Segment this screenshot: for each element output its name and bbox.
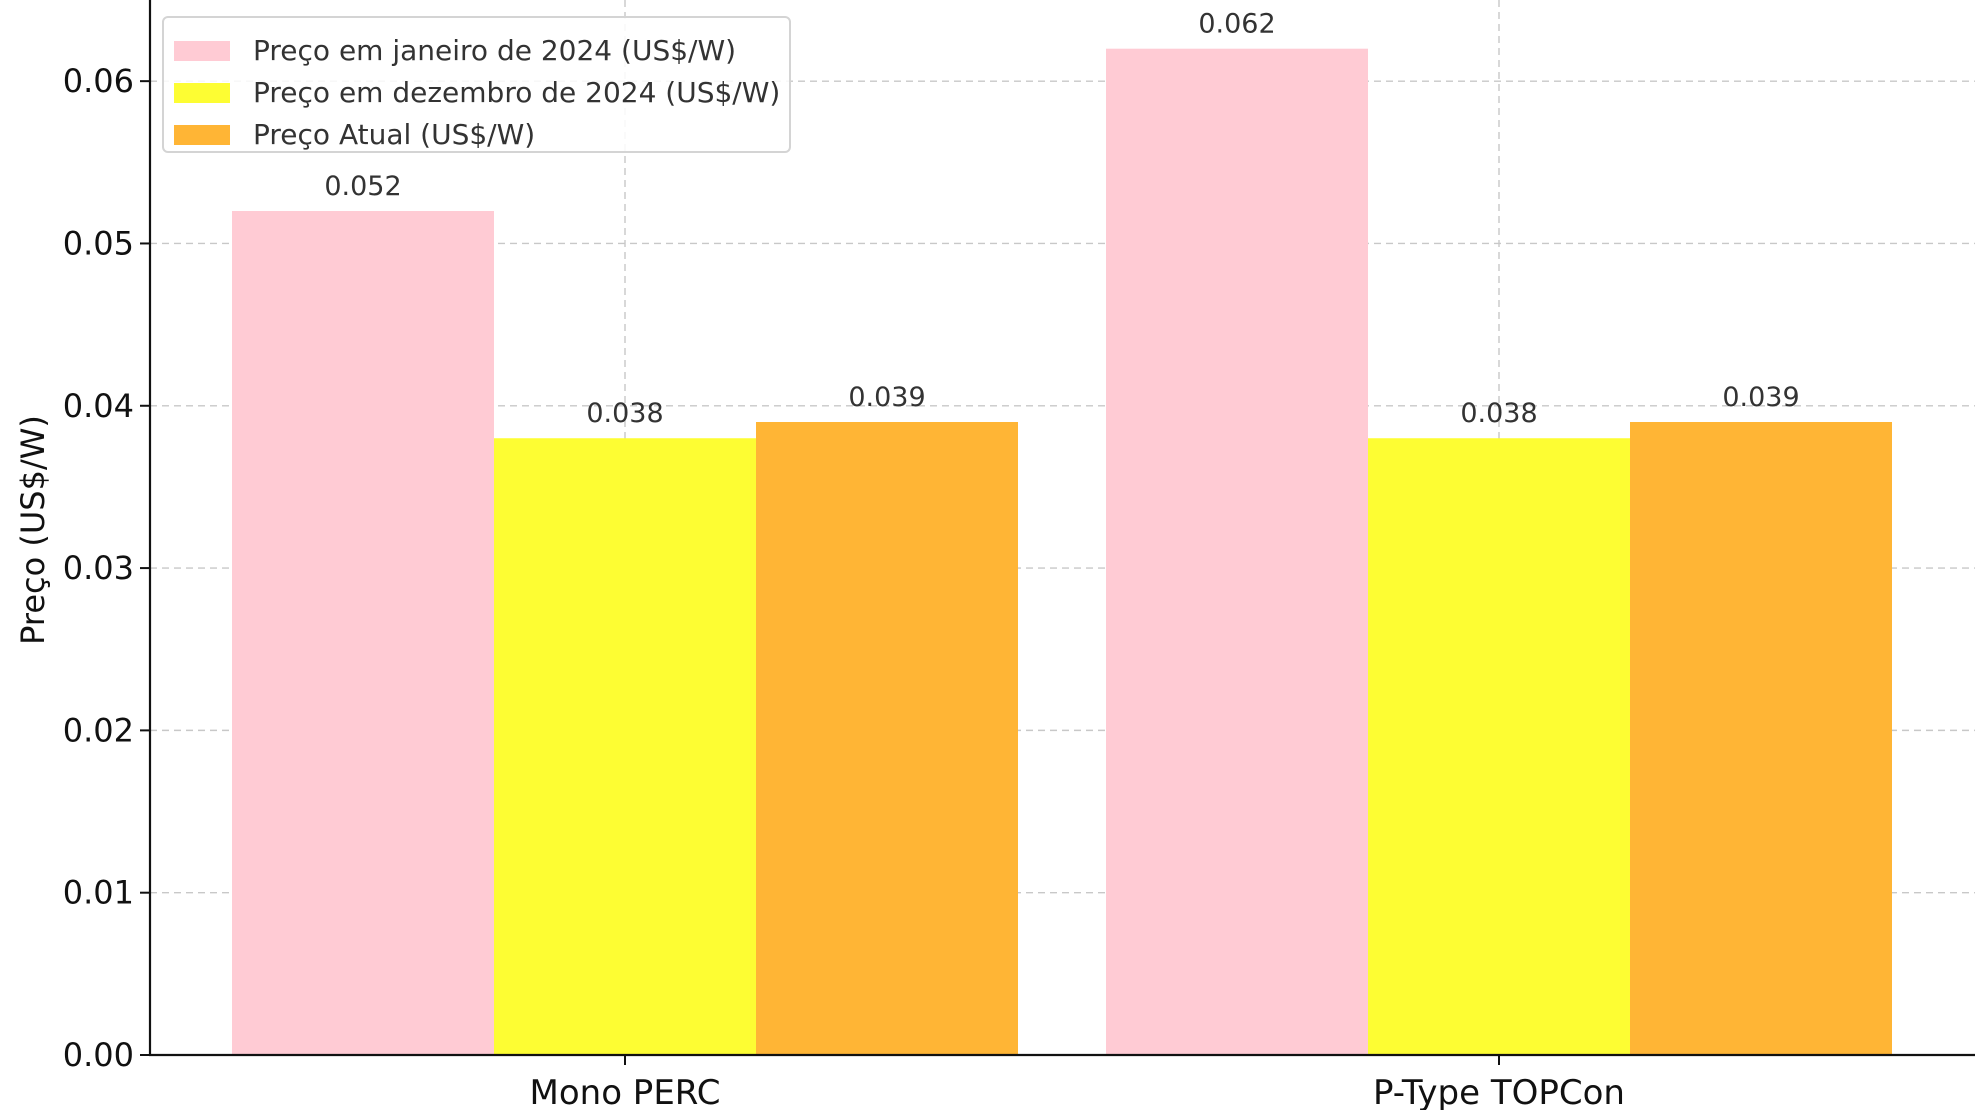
legend-entry-label: Preço em dezembro de 2024 (US$/W) xyxy=(253,76,780,109)
legend-entry-label: Preço Atual (US$/W) xyxy=(253,118,535,151)
y-tick-label: 0.05 xyxy=(63,224,134,262)
bar xyxy=(232,211,494,1055)
bar-value-label: 0.038 xyxy=(586,398,663,429)
bar xyxy=(1630,422,1892,1055)
bars-layer xyxy=(232,48,1892,1055)
bar xyxy=(1106,48,1368,1055)
legend-entry-label: Preço em janeiro de 2024 (US$/W) xyxy=(253,34,736,67)
legend-swatch xyxy=(174,83,230,103)
category-label: P-Type TOPCon xyxy=(1373,1073,1625,1110)
bar-value-label: 0.039 xyxy=(848,382,925,413)
data-labels-layer: 0.052 0.038 0.039 0.062 0.038 0.039 xyxy=(324,9,1799,430)
bar-value-label: 0.039 xyxy=(1722,382,1799,413)
y-tick-label: 0.00 xyxy=(63,1036,134,1074)
legend-box xyxy=(162,16,791,153)
bar xyxy=(494,438,756,1055)
bar xyxy=(756,422,1018,1055)
y-tick-label: 0.06 xyxy=(63,62,134,100)
bar xyxy=(1368,438,1630,1055)
y-tick-label: 0.03 xyxy=(63,549,134,587)
bar-value-label: 0.052 xyxy=(324,171,401,202)
y-tick-label: 0.04 xyxy=(63,387,134,425)
y-tick-label: 0.01 xyxy=(63,874,134,912)
legend: Preço em janeiro de 2024 (US$/W) Preço em… xyxy=(162,16,791,153)
category-label: Mono PERC xyxy=(530,1073,721,1110)
bar-value-label: 0.038 xyxy=(1460,398,1537,429)
legend-swatch xyxy=(174,125,230,145)
y-tick-label: 0.02 xyxy=(63,711,134,749)
bar-value-label: 0.062 xyxy=(1198,9,1275,40)
axes-layer: 0.00 0.01 0.02 0.03 0.04 0.05 0.06 Mono PERC P-T… xyxy=(63,0,1975,1113)
y-axis-title: Preço (US$/W) xyxy=(14,415,52,645)
legend-swatch xyxy=(174,41,230,61)
